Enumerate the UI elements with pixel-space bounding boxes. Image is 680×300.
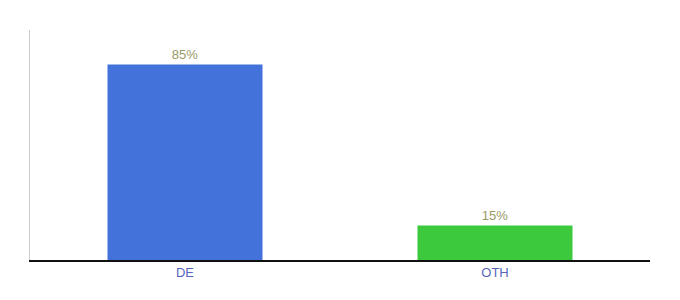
svg-text:15%: 15% [482, 208, 508, 223]
svg-text:OTH: OTH [481, 265, 508, 280]
svg-text:85%: 85% [172, 47, 198, 62]
svg-text:DE: DE [176, 265, 194, 280]
